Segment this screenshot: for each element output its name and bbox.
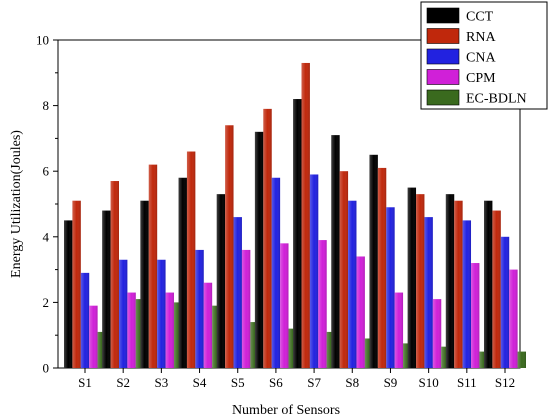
- x-tick-label-s10: S10: [419, 375, 439, 390]
- bar-shade-ec-bdln-s3: [173, 302, 183, 368]
- bar-shade-ec-bdln-s8: [364, 338, 374, 368]
- x-tick-label-s9: S9: [384, 375, 398, 390]
- bar-shade-ec-bdln-s6: [288, 328, 297, 368]
- bar-shade-ec-bdln-s11: [479, 351, 488, 368]
- bar-shade-cct-s6: [254, 131, 264, 368]
- x-axis-label: Number of Sensors: [232, 403, 340, 418]
- bar-shade-cpm-s11: [471, 263, 480, 368]
- bar-shade-rna-s6: [263, 108, 272, 368]
- bar-shade-cpm-s2: [127, 292, 136, 368]
- bar-shade-cna-s11: [462, 220, 472, 368]
- bar-shade-cna-s12: [500, 236, 510, 368]
- bar-shade-cna-s8: [348, 200, 357, 368]
- x-tick-label-s4: S4: [193, 375, 207, 390]
- bar-shade-cna-s10: [424, 217, 433, 368]
- legend-swatch-cct: [426, 7, 460, 24]
- x-tick-label-s1: S1: [78, 375, 92, 390]
- bars-group: [64, 62, 526, 369]
- bar-shade-cna-s1: [80, 272, 90, 368]
- legend-swatch-cna: [426, 48, 460, 65]
- bar-shade-rna-s12: [492, 210, 501, 368]
- y-axis-label: Energy Utilization(Joules): [9, 130, 24, 278]
- bar-shade-rna-s2: [110, 181, 119, 368]
- bar-shade-ec-bdln-s12: [517, 351, 526, 368]
- bar-shade-cpm-s3: [165, 292, 174, 368]
- x-tick-label-s3: S3: [154, 375, 168, 390]
- bar-shade-rna-s4: [186, 151, 196, 368]
- x-tick-label-s11: S11: [457, 375, 477, 390]
- bar-shade-ec-bdln-s9: [403, 343, 412, 368]
- bar-shade-cna-s3: [157, 259, 166, 368]
- bar-shade-cna-s2: [118, 259, 128, 368]
- bar-shade-cpm-s1: [89, 305, 98, 368]
- bar-shade-cpm-s9: [394, 292, 404, 368]
- bar-shade-cna-s7: [309, 174, 319, 368]
- bar-shade-cna-s5: [233, 217, 242, 368]
- bar-shade-cct-s8: [331, 135, 340, 368]
- x-tick-label-s5: S5: [231, 375, 245, 390]
- bar-shade-cct-s9: [369, 154, 378, 368]
- legend-label-cna: CNA: [466, 51, 496, 66]
- bar-shade-cpm-s7: [318, 240, 327, 368]
- bar-shade-cct-s7: [293, 99, 302, 368]
- bar-shade-cct-s2: [102, 210, 111, 368]
- y-tick-label-8: 8: [43, 98, 50, 113]
- bar-shade-cct-s12: [484, 200, 493, 368]
- bar-shade-rna-s5: [225, 125, 234, 368]
- x-tick-label-s2: S2: [116, 375, 130, 390]
- bar-shade-cct-s11: [445, 194, 455, 368]
- bar-shade-rna-s7: [301, 62, 310, 369]
- legend-label-ec-bdln: EC-BDLN: [466, 92, 527, 107]
- bar-shade-cpm-s12: [509, 269, 518, 368]
- bar-shade-rna-s10: [416, 194, 425, 368]
- bar-shade-ec-bdln-s2: [135, 299, 145, 368]
- x-tick-label-s8: S8: [345, 375, 359, 390]
- bar-shade-cpm-s4: [203, 282, 213, 368]
- bar-shade-ec-bdln-s7: [326, 331, 336, 368]
- bar-shade-cct-s3: [140, 200, 149, 368]
- bar-shade-cct-s4: [178, 177, 187, 368]
- legend-swatch-ec-bdln: [426, 89, 460, 106]
- bar-shade-ec-bdln-s1: [97, 331, 106, 368]
- bar-shade-cct-s10: [407, 187, 417, 368]
- bar-shade-cpm-s10: [432, 299, 442, 368]
- legend: CCT RNA CNA CPM EC-BDLN: [420, 1, 548, 110]
- y-tick-label-2: 2: [43, 295, 50, 310]
- legend-swatch-rna: [426, 28, 460, 44]
- bar-shade-rna-s1: [72, 200, 81, 368]
- bar-shade-cna-s6: [271, 177, 281, 368]
- bar-shade-rna-s11: [454, 200, 463, 368]
- bar-shade-ec-bdln-s5: [250, 322, 259, 368]
- bar-shade-cna-s4: [195, 249, 204, 368]
- bar-shade-cna-s9: [386, 207, 395, 368]
- legend-label-cct: CCT: [466, 10, 494, 25]
- y-tick-label-6: 6: [43, 164, 50, 179]
- bar-shade-cpm-s8: [356, 256, 365, 368]
- bar-shade-rna-s9: [377, 167, 387, 368]
- bar-shade-cct-s1: [64, 220, 73, 368]
- bar-shade-rna-s3: [148, 164, 158, 368]
- bar-shade-rna-s8: [339, 171, 349, 368]
- bar-shade-cct-s5: [216, 194, 226, 368]
- legend-swatch-cpm: [426, 69, 460, 85]
- y-tick-label-10: 10: [36, 33, 49, 48]
- bar-shade-cpm-s5: [241, 249, 251, 368]
- y-tick-label-0: 0: [43, 361, 50, 376]
- legend-label-cpm: CPM: [466, 71, 496, 86]
- bar-shade-ec-bdln-s4: [212, 305, 221, 368]
- bar-shade-ec-bdln-s10: [441, 346, 450, 368]
- x-tick-label-s6: S6: [269, 375, 283, 390]
- bar-shade-cpm-s6: [280, 243, 289, 368]
- axes-group: 0 2 4 6 8 10 S1 S2 S3 S4 S5 S6 S7 S8 S9 S10 S11 S12: [36, 33, 515, 391]
- y-tick-label-4: 4: [43, 229, 50, 244]
- x-tick-label-s12: S12: [495, 375, 515, 390]
- x-tick-label-s7: S7: [307, 375, 321, 390]
- legend-label-rna: RNA: [466, 30, 496, 45]
